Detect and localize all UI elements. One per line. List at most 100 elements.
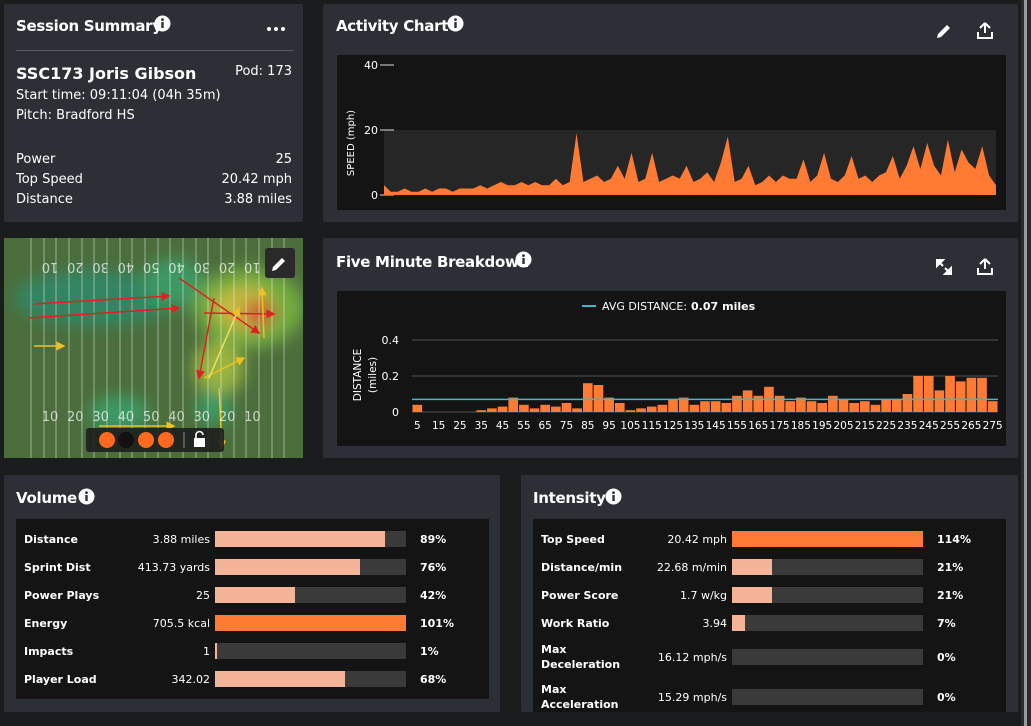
marker-toggle[interactable] — [158, 432, 174, 448]
bar — [902, 394, 913, 412]
metric-name: Player Load — [24, 672, 97, 686]
x-tick-label: 165 — [748, 420, 768, 432]
yard-number: 10 — [42, 410, 59, 425]
bar — [572, 408, 582, 412]
metric-value: 413.73 yards — [137, 560, 210, 574]
metric-track — [215, 671, 406, 687]
metric-value: 705.5 kcal — [152, 616, 210, 630]
metric-percent: 89% — [420, 532, 447, 546]
yard-number: 50 — [143, 410, 160, 425]
x-tick-label: 255 — [940, 420, 960, 432]
bar — [828, 395, 838, 412]
scroll-thumb[interactable] — [1024, 0, 1027, 726]
panel-title: Session Summary — [16, 17, 162, 35]
yard-number: 40 — [118, 259, 135, 274]
metric-track — [732, 531, 923, 547]
bar — [646, 406, 657, 412]
info-icon[interactable] — [515, 251, 532, 268]
x-tick-label: 155 — [727, 420, 747, 432]
marker-toggle[interactable] — [99, 432, 115, 448]
bar — [582, 383, 593, 412]
stat-value: 25 — [275, 152, 292, 167]
metric-value: 1 — [203, 644, 210, 658]
metric-row: Distance 3.88 miles 89% — [16, 525, 489, 553]
speed-area — [384, 133, 996, 195]
info-icon[interactable] — [605, 488, 622, 505]
metric-bar — [732, 587, 773, 603]
breakdown-panel: Five Minute Breakdown 0 0.2 0.4 5 15 25 35 45 55… — [323, 238, 1018, 458]
edit-button[interactable] — [265, 248, 295, 278]
marker-toggle[interactable] — [138, 432, 154, 448]
metric-value: 20.42 mph — [667, 532, 727, 546]
bar — [881, 399, 891, 412]
metric-track — [732, 615, 923, 631]
info-icon[interactable] — [78, 488, 95, 505]
panel-title: Five Minute Breakdown — [336, 253, 529, 271]
metric-percent: 42% — [420, 588, 447, 602]
bar — [934, 390, 945, 412]
metric-row: Work Ratio 3.94 7% — [533, 609, 1006, 637]
x-tick-label: 45 — [496, 420, 509, 432]
export-button[interactable] — [976, 257, 994, 276]
metric-value: 1.7 w/kg — [679, 588, 727, 602]
y-axis-label: DISTANCE — [352, 349, 364, 401]
metric-name: Distance/min — [541, 560, 623, 574]
metric-row: Max Acceleration 15.29 mph/s 0% — [533, 677, 1006, 717]
metric-row: Power Plays 25 42% — [16, 581, 489, 609]
x-tick-label: 175 — [770, 420, 790, 432]
info-icon[interactable] — [154, 15, 171, 32]
metric-name: Max Deceleration — [541, 643, 621, 671]
bar — [508, 397, 519, 412]
x-tick-label: 235 — [897, 420, 917, 432]
x-tick-label: 215 — [855, 420, 875, 432]
bar — [529, 408, 540, 412]
activity-panel: Activity Chart 0 20 40 SPEED (mph) — [323, 4, 1018, 222]
bar — [955, 381, 966, 412]
yard-number: 30 — [194, 259, 211, 274]
metric-row: Sprint Dist 413.73 yards 76% — [16, 553, 489, 581]
bar — [412, 404, 423, 412]
panel-title: Volume — [16, 489, 77, 507]
lock-button[interactable] — [194, 430, 205, 448]
divider — [16, 50, 293, 51]
metric-track — [732, 649, 923, 665]
metric-value: 3.94 — [702, 616, 728, 630]
bar — [636, 408, 646, 412]
marker-toolbar — [86, 428, 224, 452]
bar — [476, 410, 487, 412]
bar — [945, 376, 955, 412]
metric-track — [732, 587, 923, 603]
metric-percent: 1% — [420, 644, 439, 658]
scrollbar[interactable] — [1021, 0, 1031, 726]
more-menu[interactable] — [266, 26, 286, 32]
bar — [668, 399, 678, 412]
bar — [806, 401, 817, 412]
metric-row: Max Deceleration 16.12 mph/s 0% — [533, 637, 1006, 677]
export-button[interactable] — [976, 21, 994, 40]
yard-number: 40 — [118, 410, 135, 425]
bar — [625, 410, 636, 412]
yard-number: 10 — [244, 410, 261, 425]
y-tick-label: 0 — [392, 406, 399, 419]
bar — [732, 395, 742, 412]
yard-number: 20 — [67, 410, 84, 425]
x-tick-label: 105 — [620, 420, 640, 432]
edit-button[interactable] — [935, 22, 953, 40]
marker-toggle[interactable] — [118, 432, 134, 448]
chart-area: 0 20 40 SPEED (mph) — [337, 55, 1006, 210]
intensity-panel: Intensity Top Speed 20.42 mph 114% Distance… — [521, 475, 1018, 712]
bar — [710, 401, 721, 412]
yard-number: 40 — [168, 410, 185, 425]
y-tick-label: 40 — [364, 59, 378, 72]
x-tick-label: 35 — [475, 420, 488, 432]
yard-number: 20 — [67, 259, 84, 274]
bar — [774, 395, 785, 412]
metric-name: Max Acceleration — [541, 683, 619, 711]
metric-percent: 0% — [937, 690, 956, 704]
metric-bar — [215, 531, 385, 547]
metric-track — [215, 559, 406, 575]
expand-button[interactable] — [935, 258, 953, 276]
y-tick-label: 0.4 — [382, 334, 400, 347]
x-tick-label: 75 — [560, 420, 573, 432]
info-icon[interactable] — [447, 15, 464, 32]
